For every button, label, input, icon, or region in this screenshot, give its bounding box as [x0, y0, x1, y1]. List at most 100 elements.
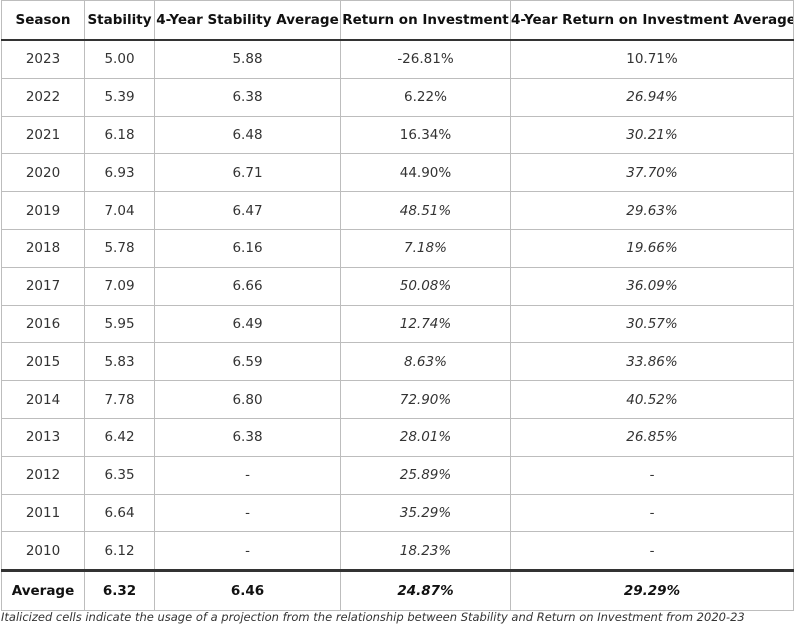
table-row: 2018 5.78 6.16 7.18% 19.66%	[1, 228, 794, 268]
cell-stability: 5.39	[84, 77, 155, 117]
cell-stability: 6.42	[84, 417, 155, 457]
cell-roi: -26.81%	[340, 39, 511, 79]
cell-stability: 5.95	[84, 304, 155, 344]
cell-season: 2020	[1, 153, 85, 193]
cell-stability-average: 6.48	[154, 115, 341, 155]
cell-roi-average: 10.71%	[510, 39, 794, 79]
header-stability: Stability	[84, 0, 155, 41]
average-stability: 6.32	[84, 569, 155, 612]
cell-roi-average: 26.85%	[510, 417, 794, 457]
cell-stability: 6.18	[84, 115, 155, 155]
cell-stability: 6.12	[84, 531, 155, 572]
header-return-on-investment: Return on Investment	[340, 0, 511, 41]
cell-season: 2022	[1, 77, 85, 117]
stability-roi-table: Season Stability 4-Year Stability Averag…	[1, 0, 794, 612]
cell-season: 2016	[1, 304, 85, 344]
cell-stability: 5.83	[84, 342, 155, 382]
cell-stability: 5.78	[84, 228, 155, 268]
cell-roi: 48.51%	[340, 191, 511, 230]
cell-roi: 18.23%	[340, 531, 511, 572]
cell-roi: 16.34%	[340, 115, 511, 155]
cell-stability-average: 5.88	[154, 39, 341, 79]
table-row: 2010 6.12-18.23% -	[1, 531, 794, 572]
cell-stability-average: -	[154, 531, 341, 572]
cell-season: 2014	[1, 380, 85, 419]
cell-roi-average: -	[510, 493, 794, 533]
cell-stability-average: 6.49	[154, 304, 341, 344]
cell-roi: 8.63%	[340, 342, 511, 382]
cell-roi-average: -	[510, 531, 794, 572]
table-row: 2023 5.00 5.88 -26.81% 10.71%	[1, 39, 794, 79]
table-body: 2023 5.00 5.88 -26.81% 10.71% 2022 5.39 6.38 6.2…	[1, 39, 794, 572]
cell-season: 2018	[1, 228, 85, 268]
table-row: 2016 5.95 6.49 12.74% 30.57%	[1, 304, 794, 344]
cell-roi: 28.01%	[340, 417, 511, 457]
cell-stability-average: -	[154, 493, 341, 533]
table-row: 2011 6.64-35.29% -	[1, 493, 794, 533]
header-row: Season Stability 4-Year Stability Averag…	[1, 0, 794, 41]
cell-stability-average: 6.47	[154, 191, 341, 230]
cell-stability-average: 6.66	[154, 266, 341, 306]
cell-roi-average: 40.52%	[510, 380, 794, 419]
cell-stability-average: 6.71	[154, 153, 341, 193]
cell-roi: 7.18%	[340, 228, 511, 268]
cell-season: 2010	[1, 531, 85, 572]
table-footer: Average 6.32 6.46 24.87% 29.29%	[1, 569, 794, 612]
cell-stability: 7.78	[84, 380, 155, 419]
cell-roi-average: -	[510, 455, 794, 495]
average-roi: 24.87%	[340, 569, 511, 612]
table-row: 2019 7.04 6.47 48.51% 29.63%	[1, 191, 794, 230]
cell-stability-average: 6.38	[154, 77, 341, 117]
cell-season: 2011	[1, 493, 85, 533]
table-row: 2017 7.09 6.66 50.08% 36.09%	[1, 266, 794, 306]
average-stability-average: 6.46	[154, 569, 341, 612]
cell-roi-average: 19.66%	[510, 228, 794, 268]
cell-stability: 6.35	[84, 455, 155, 495]
cell-season: 2017	[1, 266, 85, 306]
table-row: 2013 6.42 6.38 28.01% 26.85%	[1, 417, 794, 457]
average-label: Average	[1, 569, 85, 612]
cell-stability-average: 6.38	[154, 417, 341, 457]
cell-roi-average: 36.09%	[510, 266, 794, 306]
cell-stability-average: -	[154, 455, 341, 495]
cell-stability: 7.04	[84, 191, 155, 230]
cell-season: 2013	[1, 417, 85, 457]
table-row: 2020 6.93 6.71 44.90% 37.70%	[1, 153, 794, 193]
average-row: Average 6.32 6.46 24.87% 29.29%	[1, 569, 794, 612]
cell-roi-average: 29.63%	[510, 191, 794, 230]
header-stability-average: 4-Year Stability Average	[154, 0, 341, 41]
cell-season: 2021	[1, 115, 85, 155]
cell-roi: 25.89%	[340, 455, 511, 495]
table-header: Season Stability 4-Year Stability Averag…	[1, 0, 794, 41]
cell-stability: 5.00	[84, 39, 155, 79]
header-roi-average: 4-Year Return on Investment Average	[510, 0, 794, 41]
cell-stability: 6.64	[84, 493, 155, 533]
cell-stability: 7.09	[84, 266, 155, 306]
cell-season: 2023	[1, 39, 85, 79]
table-row: 2022 5.39 6.38 6.22% 26.94%	[1, 77, 794, 117]
cell-stability-average: 6.80	[154, 380, 341, 419]
cell-roi: 35.29%	[340, 493, 511, 533]
table-row: 2014 7.78 6.80 72.90% 40.52%	[1, 380, 794, 419]
cell-roi-average: 30.21%	[510, 115, 794, 155]
cell-roi-average: 37.70%	[510, 153, 794, 193]
header-season: Season	[1, 0, 85, 41]
cell-roi: 50.08%	[340, 266, 511, 306]
table-row: 2012 6.35-25.89% -	[1, 455, 794, 495]
cell-roi: 12.74%	[340, 304, 511, 344]
cell-roi-average: 30.57%	[510, 304, 794, 344]
cell-roi: 6.22%	[340, 77, 511, 117]
cell-season: 2019	[1, 191, 85, 230]
footnote: Italicized cells indicate the usage of a…	[1, 610, 745, 624]
cell-roi-average: 33.86%	[510, 342, 794, 382]
table-row: 2021 6.18 6.48 16.34% 30.21%	[1, 115, 794, 155]
table-row: 2015 5.83 6.59 8.63% 33.86%	[1, 342, 794, 382]
cell-roi-average: 26.94%	[510, 77, 794, 117]
cell-stability-average: 6.16	[154, 228, 341, 268]
cell-season: 2015	[1, 342, 85, 382]
cell-roi: 44.90%	[340, 153, 511, 193]
cell-stability: 6.93	[84, 153, 155, 193]
cell-roi: 72.90%	[340, 380, 511, 419]
cell-stability-average: 6.59	[154, 342, 341, 382]
